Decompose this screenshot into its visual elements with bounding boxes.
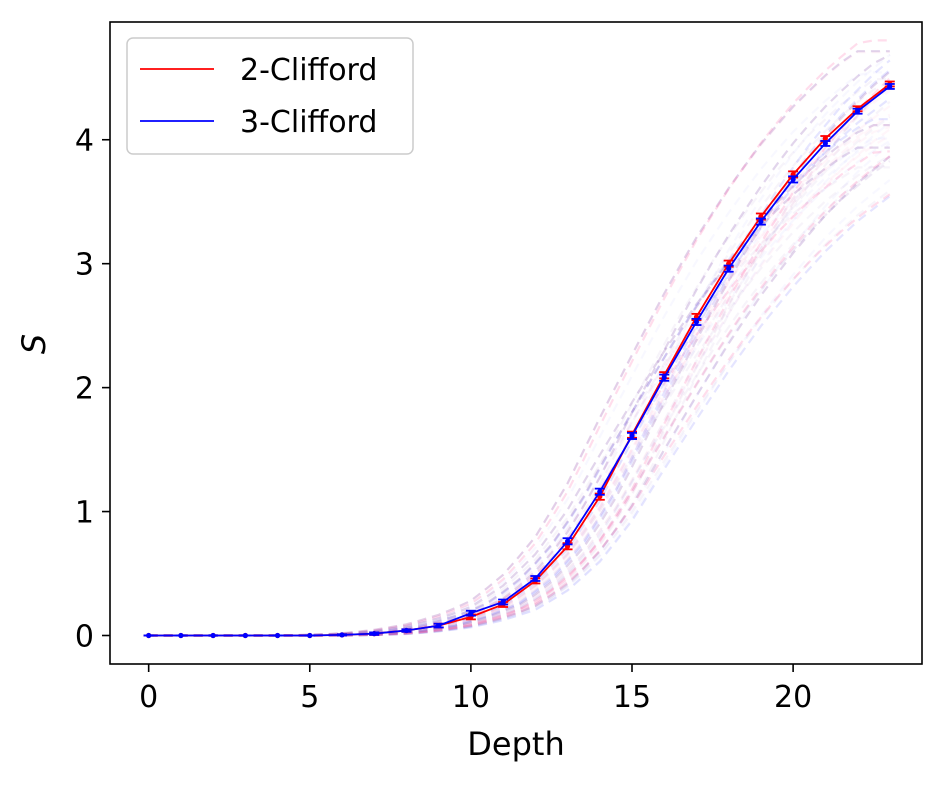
y-tick-label: 3 [75, 248, 94, 283]
y-tick-label: 4 [75, 124, 94, 159]
data-point [371, 631, 377, 637]
data-point [726, 266, 732, 272]
data-point [339, 632, 345, 638]
series-3-clifford [143, 83, 895, 639]
legend: 2-Clifford 3-Clifford [126, 37, 414, 155]
data-point [468, 610, 474, 616]
data-point [436, 622, 442, 629]
data-point [629, 433, 635, 439]
data-point [854, 108, 861, 114]
data-point [790, 176, 796, 183]
legend-label-2-clifford: 2-Clifford [240, 53, 377, 88]
data-point [822, 140, 828, 147]
data-point [146, 632, 152, 639]
x-tick-label: 0 [139, 680, 158, 715]
data-point [403, 627, 410, 634]
legend-box [126, 37, 414, 155]
data-point [178, 632, 184, 639]
y-axis: 0 1 2 3 4 [75, 124, 110, 654]
y-axis-label: S [15, 334, 53, 354]
x-tick-label: 15 [613, 680, 651, 715]
y-tick-label: 2 [75, 372, 94, 407]
data-point [887, 83, 893, 90]
plot-frame [109, 21, 923, 665]
data-point [500, 599, 506, 605]
x-tick-label: 20 [774, 680, 812, 715]
legend-label-3-clifford: 3-Clifford [240, 105, 377, 140]
x-tick-label: 10 [452, 680, 490, 715]
data-point [242, 632, 248, 639]
data-point [758, 218, 764, 225]
series-line-3-clifford [148, 85, 891, 637]
y-tick-label: 0 [75, 619, 94, 654]
data-point [597, 489, 603, 495]
data-point [564, 538, 571, 544]
series-layer [143, 80, 895, 639]
data-point [210, 632, 216, 639]
data-point [693, 319, 700, 325]
data-point [307, 632, 313, 639]
y-tick-label: 1 [75, 496, 94, 531]
x-axis-label: Depth [467, 725, 564, 763]
data-point [661, 375, 667, 381]
x-axis: 0 5 10 15 20 [139, 664, 812, 715]
x-tick-label: 5 [300, 680, 319, 715]
data-point [822, 135, 828, 142]
data-point [274, 632, 281, 639]
data-point [532, 575, 538, 582]
